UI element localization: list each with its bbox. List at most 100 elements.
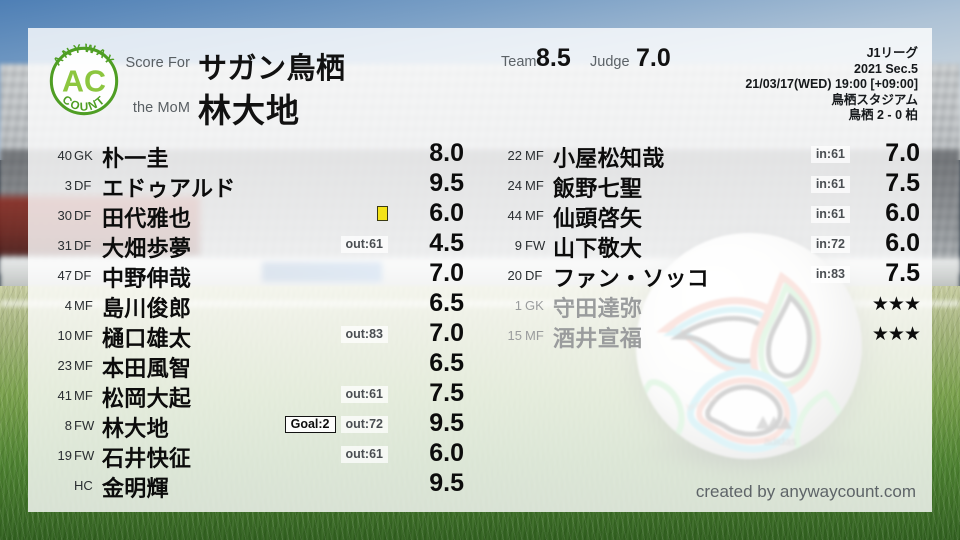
player-rating: 6.5 <box>429 349 464 377</box>
scorecard-panel: ANYWAY COUNT AC Score For サガン鳥栖 the MoM … <box>28 28 932 512</box>
player-position: DF <box>74 268 92 283</box>
player-position: MF <box>525 178 544 193</box>
team-rating-value: 8.5 <box>536 44 571 72</box>
player-row[interactable]: 3 DF エドゥアルド 9.5 <box>28 169 480 201</box>
player-number: 23 <box>57 358 72 373</box>
man-of-the-match-name: 林大地 <box>198 92 300 129</box>
player-number: 15 <box>507 328 522 343</box>
player-position: DF <box>525 268 543 283</box>
player-number: 22 <box>507 148 522 163</box>
player-name: 大畑歩夢 <box>102 236 192 261</box>
player-number: 4 <box>64 298 72 313</box>
player-rating: 7.0 <box>885 139 920 167</box>
player-badges: in:61 <box>810 146 850 163</box>
player-row[interactable]: 44 MF 仙頭啓矢 in:61 6.0 <box>480 199 932 231</box>
player-row[interactable]: 8 FW 林大地 out:72 Goal:2 9.5 <box>28 409 480 441</box>
player-name: 松岡大起 <box>102 386 192 411</box>
player-position: MF <box>525 148 544 163</box>
player-rating: 6.0 <box>885 199 920 227</box>
player-row[interactable]: 22 MF 小屋松知哉 in:61 7.0 <box>480 139 932 171</box>
player-name: ファン・ソッコ <box>553 266 710 291</box>
player-position: DF <box>74 178 92 193</box>
player-row[interactable]: 10 MF 樋口雄太 out:83 7.0 <box>28 319 480 351</box>
player-position: MF <box>525 328 544 343</box>
substitutes-list: 22 MF 小屋松知哉 in:61 7.0 24 MF 飯野七聖 in:61 7.5 44 MF 仙頭啓… <box>480 139 932 351</box>
sub-out-badge: out:83 <box>340 326 388 343</box>
sub-out-badge: out:61 <box>340 386 388 403</box>
anyway-count-logo: ANYWAY COUNT AC <box>46 42 122 119</box>
sub-in-badge: in:61 <box>810 176 850 193</box>
player-name: 山下敬大 <box>553 236 643 261</box>
meta-league: J1リーグ <box>866 46 918 60</box>
logo-center-text: AC <box>62 65 106 99</box>
player-badges: in:83 <box>810 266 850 283</box>
player-row[interactable]: 1 GK 守田達弥 ★★★ <box>480 290 932 321</box>
player-name: 酒井宣福 <box>553 326 643 351</box>
player-number: 19 <box>57 448 72 463</box>
player-number: 47 <box>57 268 72 283</box>
score-for-label: Score For <box>125 55 190 71</box>
player-row[interactable]: 24 MF 飯野七聖 in:61 7.5 <box>480 169 932 201</box>
player-number: 30 <box>57 208 72 223</box>
player-rating: 7.5 <box>429 379 464 407</box>
player-badges: out:61 <box>340 236 388 253</box>
player-number: 10 <box>57 328 72 343</box>
meta-season: 2021 Sec.5 <box>854 61 918 76</box>
player-badges: in:72 <box>810 236 850 253</box>
yellow-card-icon <box>377 206 388 221</box>
player-rating: 7.5 <box>885 169 920 197</box>
sub-in-badge: in:61 <box>810 206 850 223</box>
player-row[interactable]: 15 MF 酒井宣福 ★★★ <box>480 320 932 351</box>
player-name: 飯野七聖 <box>553 176 643 201</box>
player-number: 8 <box>64 418 72 433</box>
player-number: 41 <box>57 388 72 403</box>
player-row[interactable]: 23 MF 本田風智 6.5 <box>28 349 480 381</box>
player-row[interactable]: 20 DF ファン・ソッコ in:83 7.5 <box>480 259 932 291</box>
player-row[interactable]: 30 DF 田代雅也 6.0 <box>28 199 480 231</box>
player-rating: 9.5 <box>429 409 464 437</box>
player-row[interactable]: 41 MF 松岡大起 out:61 7.5 <box>28 379 480 411</box>
credit-text: created by anywaycount.com <box>695 482 916 501</box>
player-position: MF <box>74 388 93 403</box>
player-rating: 7.0 <box>429 259 464 287</box>
player-name: 中野伸哉 <box>102 266 192 291</box>
sub-in-badge: in:83 <box>810 266 850 283</box>
player-name: 田代雅也 <box>102 206 192 231</box>
player-name: 仙頭啓矢 <box>553 206 643 231</box>
player-badges: out:72 Goal:2 <box>284 416 388 433</box>
player-rating: 6.5 <box>429 289 464 317</box>
player-badges <box>377 206 388 221</box>
player-name: 林大地 <box>102 416 169 441</box>
meta-result: 鳥栖 2 - 0 柏 <box>848 108 918 123</box>
player-number: 9 <box>514 238 522 253</box>
player-rating: 7.5 <box>885 259 920 287</box>
logo-bottom-arc-text: COUNT <box>60 93 107 114</box>
player-name: 樋口雄太 <box>102 326 192 351</box>
player-name: 島川俊郎 <box>102 296 192 321</box>
player-number: 44 <box>507 208 522 223</box>
player-row[interactable]: 9 FW 山下敬大 in:72 6.0 <box>480 229 932 261</box>
player-row[interactable]: 19 FW 石井快征 out:61 6.0 <box>28 439 480 471</box>
player-row[interactable]: HC 金明輝 9.5 <box>28 469 480 501</box>
player-name: 小屋松知哉 <box>553 146 665 171</box>
player-name: エドゥアルド <box>102 176 236 201</box>
sub-out-badge: out:61 <box>340 446 388 463</box>
judge-rating-value: 7.0 <box>636 44 671 72</box>
player-rating: 6.0 <box>885 229 920 257</box>
player-position: DF <box>74 238 92 253</box>
starting-lineup-list: 40 GK 朴一圭 8.0 3 DF エドゥアルド 9.5 30 DF 田代雅也 6.0 31 DF 大畑歩… <box>28 139 480 501</box>
sub-in-badge: in:61 <box>810 146 850 163</box>
player-position: DF <box>74 208 92 223</box>
player-rating: 9.5 <box>429 169 464 197</box>
player-number: 1 <box>514 298 522 313</box>
player-badges: in:61 <box>810 176 850 193</box>
player-name: 石井快征 <box>102 446 192 471</box>
player-number: 20 <box>507 268 522 283</box>
player-position: MF <box>74 328 93 343</box>
player-row[interactable]: 31 DF 大畑歩夢 out:61 4.5 <box>28 229 480 261</box>
player-row[interactable]: 40 GK 朴一圭 8.0 <box>28 139 480 171</box>
player-row[interactable]: 47 DF 中野伸哉 7.0 <box>28 259 480 291</box>
player-position: GK <box>74 148 93 163</box>
player-position: FW <box>525 238 546 253</box>
player-row[interactable]: 4 MF 島川俊郎 6.5 <box>28 289 480 321</box>
